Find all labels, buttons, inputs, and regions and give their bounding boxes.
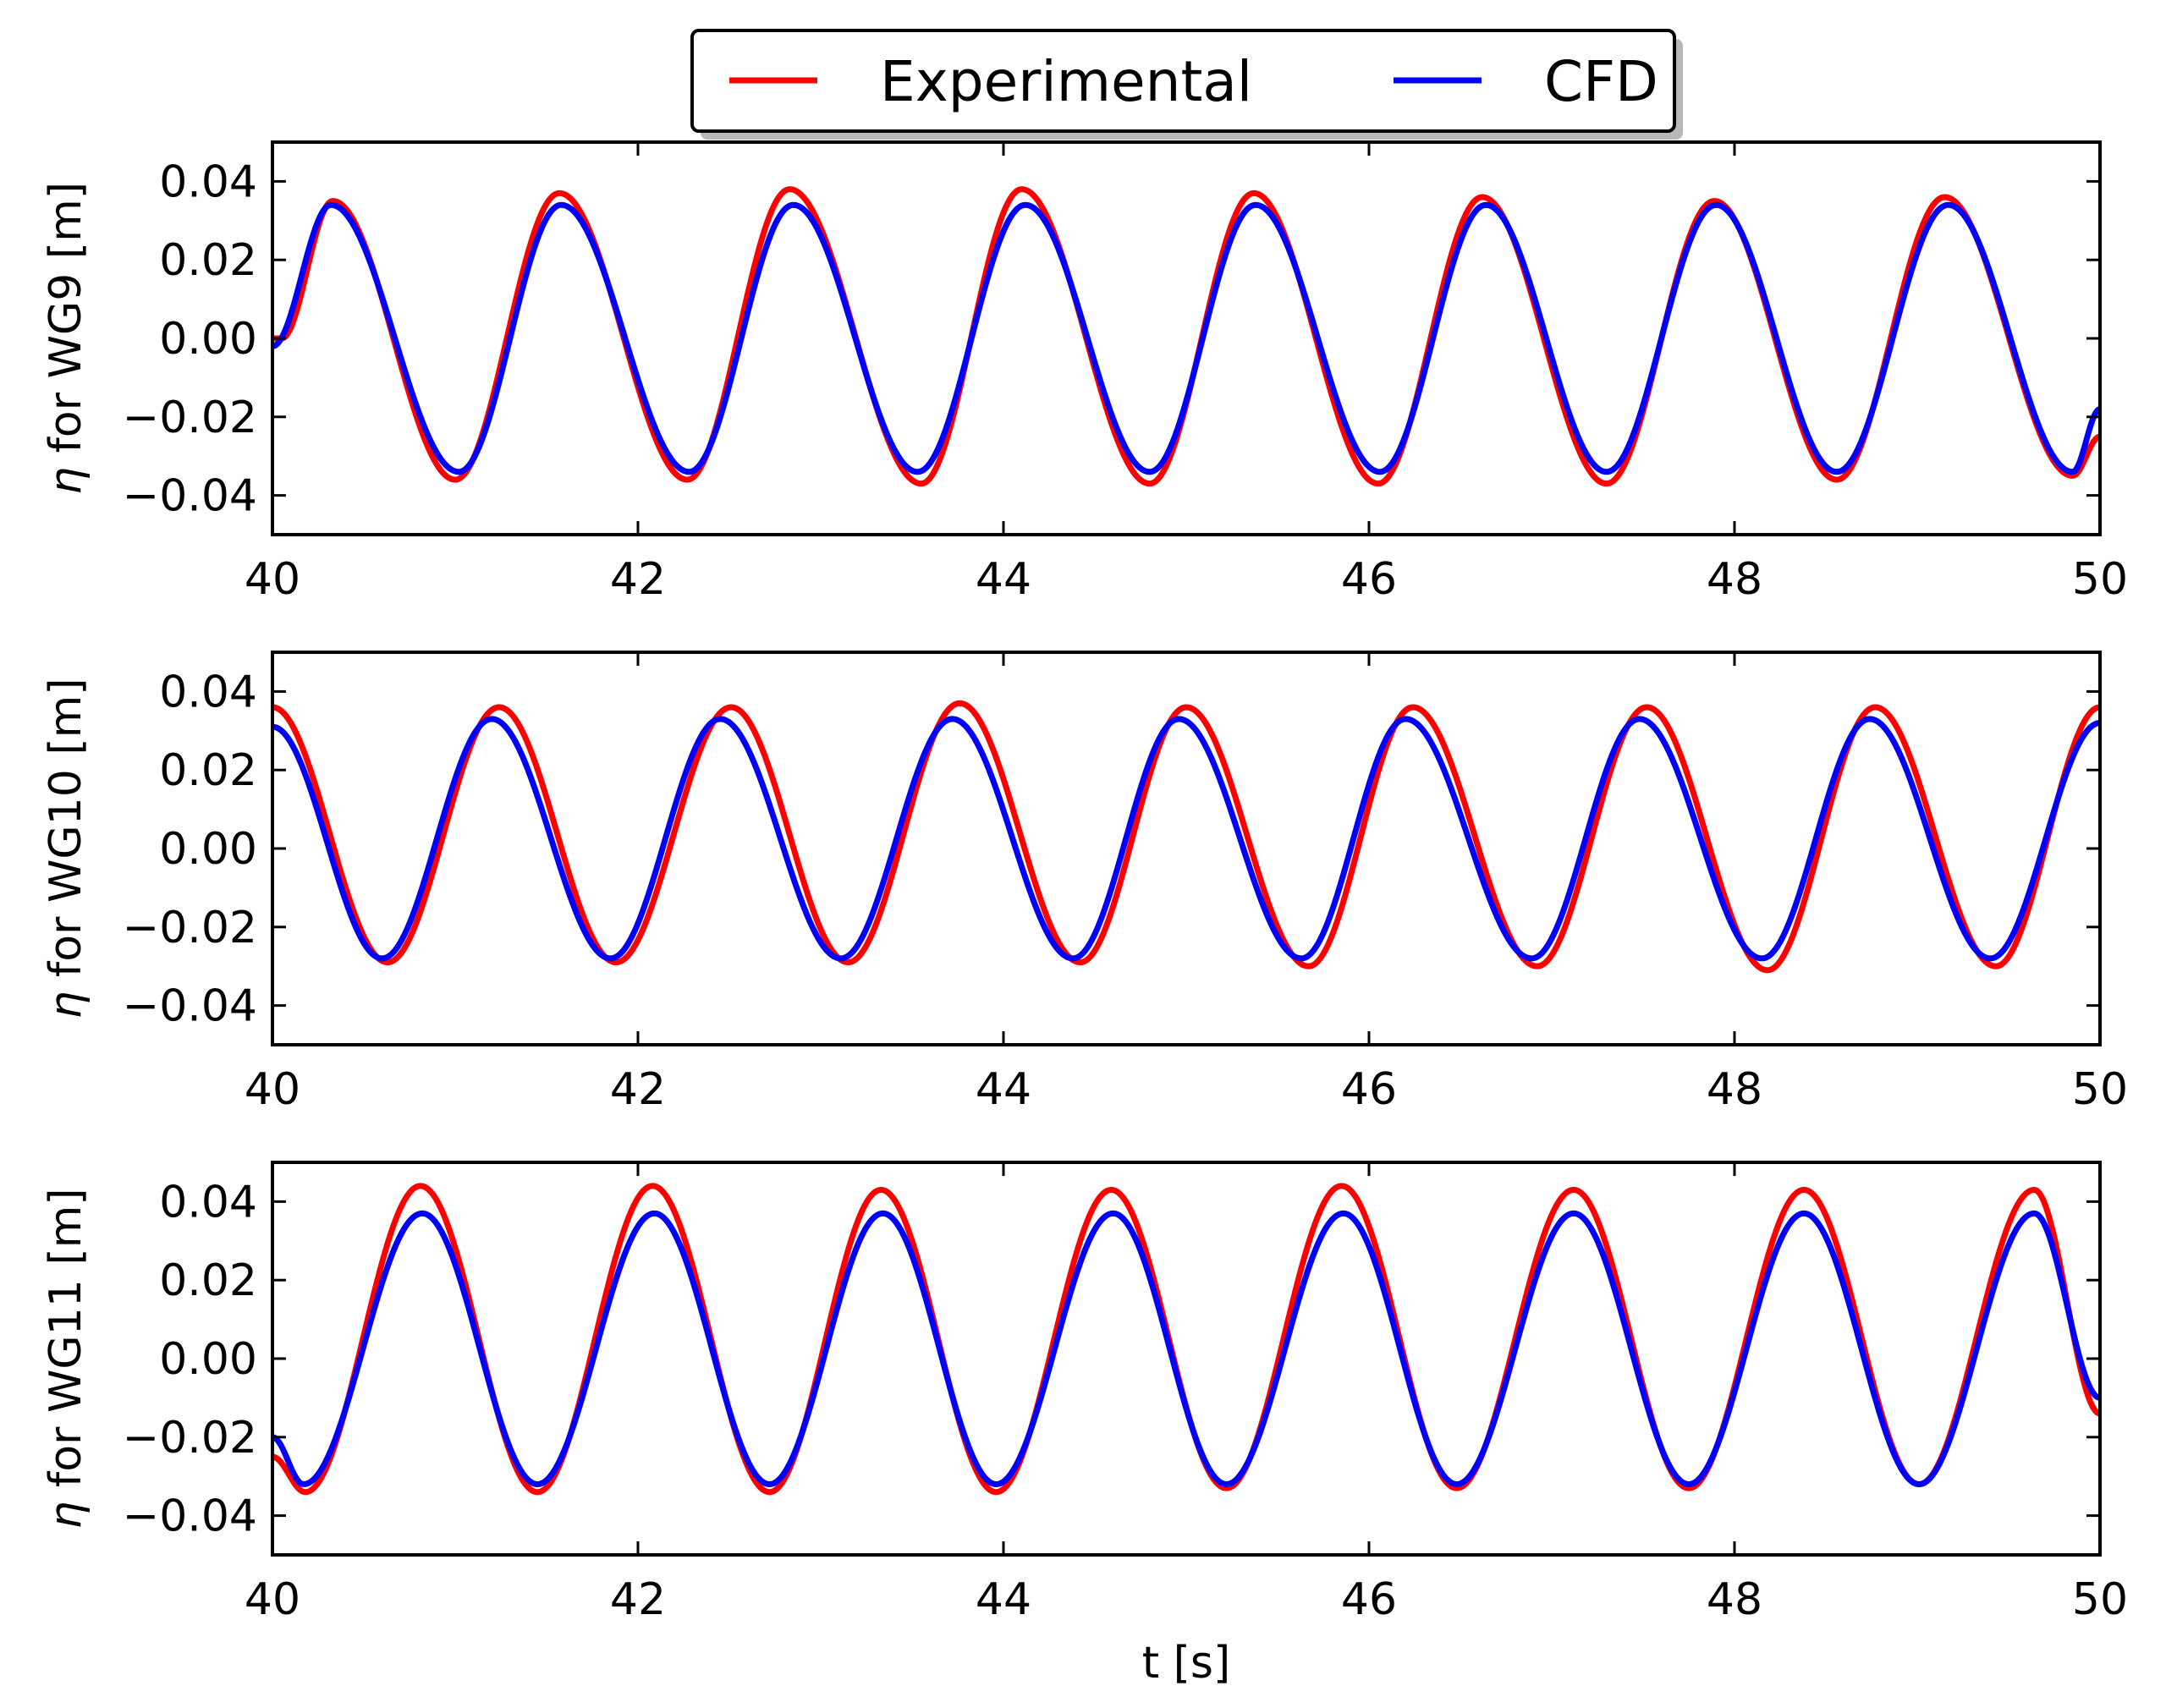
ticks-group: 40 42 44 46 48 50 0.04 0.02 0.00 −0.02 −0.04 xyxy=(123,652,2128,1115)
y-tick-label: 0.00 xyxy=(159,314,257,365)
ticks-group: 40 42 44 46 48 50 0.04 0.02 0.00 −0.02 −0.04 xyxy=(123,1162,2128,1625)
x-tick-label: 48 xyxy=(1707,1064,1762,1115)
series-line-cfd xyxy=(272,716,2100,962)
x-tick-label: 46 xyxy=(1341,1574,1397,1625)
ticks-group: 40 42 44 46 48 50 0.04 0.02 0.00 −0.02 −0.04 xyxy=(123,142,2128,605)
axes-frame xyxy=(271,651,2102,1046)
x-tick-label: 46 xyxy=(1341,1064,1397,1115)
y-axis-label-symbol: η xyxy=(41,991,91,1019)
y-tick-label: −0.02 xyxy=(123,393,257,443)
legend-label-cfd: CFD xyxy=(1544,49,1658,114)
x-tick-label: 40 xyxy=(245,1574,300,1625)
x-tick-label: 50 xyxy=(2072,1574,2128,1625)
y-axis-label-symbol: η xyxy=(41,1502,91,1530)
plot-area xyxy=(272,1162,2100,1555)
series-group xyxy=(272,186,2100,487)
y-axis-label-text: for WG10 [m] xyxy=(41,678,91,991)
y-tick-label: 0.00 xyxy=(159,824,257,875)
svg-text:η for WG9 [m]: η for WG9 [m] xyxy=(41,182,91,495)
y-axis-label-text: for WG11 [m] xyxy=(41,1188,91,1501)
x-tick-label: 46 xyxy=(1341,554,1397,605)
y-tick-label: −0.04 xyxy=(123,471,257,522)
y-tick-label: 0.00 xyxy=(159,1334,257,1385)
y-axis-label: η for WG11 [m] xyxy=(41,1188,91,1529)
y-axis-label-text: for WG9 [m] xyxy=(41,182,91,467)
y-axis-label-symbol: η xyxy=(41,467,91,495)
axes-frame xyxy=(271,1161,2102,1557)
series-line-experimental xyxy=(272,700,2100,974)
x-tick-label: 40 xyxy=(245,554,300,605)
svg-text:η for WG10 [m]: η for WG10 [m] xyxy=(41,678,91,1019)
x-tick-label: 40 xyxy=(245,1064,300,1115)
axes-frame xyxy=(271,140,2102,536)
y-tick-label: −0.04 xyxy=(123,1491,257,1542)
panel-wg10: 40 42 44 46 48 50 0.04 0.02 0.00 −0.02 −0.04 η for… xyxy=(41,651,2128,1115)
y-tick-label: −0.02 xyxy=(123,1413,257,1464)
y-tick-label: 0.02 xyxy=(159,235,257,286)
x-tick-label: 42 xyxy=(610,1574,666,1625)
plot-area xyxy=(272,652,2100,1045)
y-axis-label: η for WG9 [m] xyxy=(41,182,91,495)
panel-wg9: 40 42 44 46 48 50 0.04 0.02 0.00 −0.02 −0.04 η for… xyxy=(41,140,2128,605)
y-tick-label: 0.04 xyxy=(159,1177,257,1227)
series-line-cfd xyxy=(272,1210,2100,1487)
x-tick-label: 44 xyxy=(976,554,1031,605)
x-axis-label: t [s] xyxy=(1142,1638,1231,1689)
x-tick-label: 50 xyxy=(2072,1064,2128,1115)
legend-label-experimental: Experimental xyxy=(880,49,1252,114)
x-tick-label: 42 xyxy=(610,1064,666,1115)
series-group xyxy=(272,1183,2100,1496)
svg-text:η for WG11 [m]: η for WG11 [m] xyxy=(41,1188,91,1529)
series-line-cfd xyxy=(272,201,2100,475)
x-tick-label: 44 xyxy=(976,1064,1031,1115)
y-tick-label: −0.02 xyxy=(123,903,257,953)
x-tick-label: 48 xyxy=(1707,554,1762,605)
y-tick-label: 0.04 xyxy=(159,667,257,717)
x-tick-label: 44 xyxy=(976,1574,1031,1625)
y-tick-label: −0.04 xyxy=(123,981,257,1032)
y-tick-label: 0.02 xyxy=(159,1255,257,1306)
series-group xyxy=(272,700,2100,974)
y-tick-label: 0.02 xyxy=(159,745,257,796)
x-tick-label: 42 xyxy=(610,554,666,605)
panel-wg11: 40 42 44 46 48 50 0.04 0.02 0.00 −0.02 −0.04 η for… xyxy=(41,1161,2128,1689)
legend: Experimental CFD xyxy=(690,29,1683,140)
x-tick-label: 50 xyxy=(2072,554,2128,605)
legend-box xyxy=(690,29,1676,133)
x-tick-label: 48 xyxy=(1707,1574,1762,1625)
y-tick-label: 0.04 xyxy=(159,157,257,207)
y-axis-label: η for WG10 [m] xyxy=(41,678,91,1019)
